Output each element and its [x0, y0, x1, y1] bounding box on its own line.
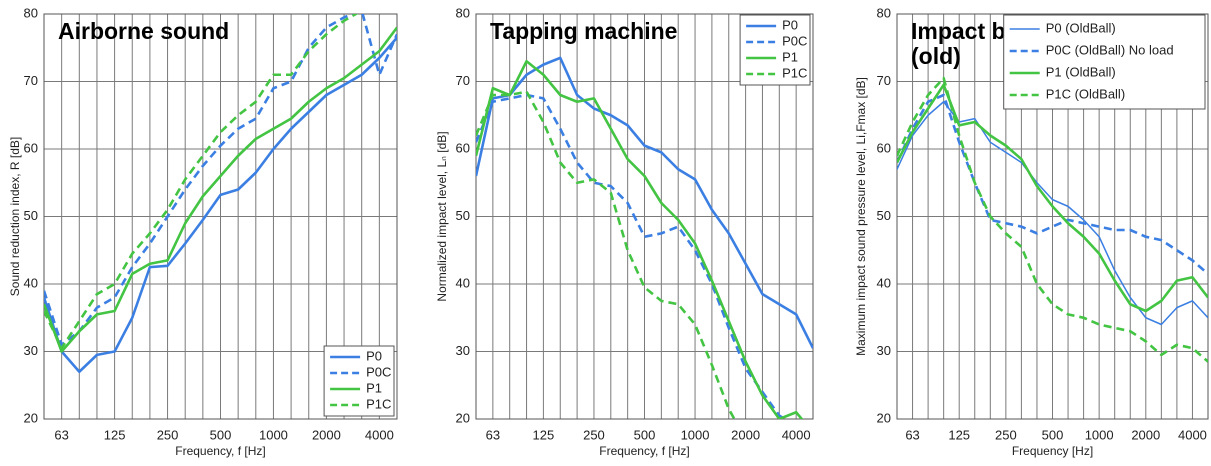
x-axis-label: Frequency, f [Hz] [599, 444, 689, 458]
data-line [897, 93, 1208, 275]
legend-label: P1 (OldBall) [1046, 64, 1116, 79]
y-tick-label: 60 [24, 140, 38, 155]
data-line [44, 36, 397, 374]
x-tick-label: 1000 [681, 427, 710, 442]
y-tick-label: 30 [456, 343, 470, 358]
plot-frame [43, 13, 398, 420]
x-tick-label: 2000 [731, 427, 760, 442]
y-tick-label: 40 [877, 275, 891, 290]
y-axis-label: Normalized impact level, Lₙ [dB] [435, 131, 449, 301]
x-tick-label: 500 [634, 427, 656, 442]
x-tick-label: 125 [948, 427, 970, 442]
data-line [476, 56, 813, 349]
y-tick-label: 50 [877, 208, 891, 223]
chart: 63 125 250 500 1000 2000 4000 20 30 40 50 60 70 80 Tap… [435, 5, 814, 458]
y-tick-label: 70 [456, 73, 470, 88]
x-tick-label: 125 [533, 427, 555, 442]
x-tick-label: 125 [104, 427, 126, 442]
x-tick-label: 2000 [312, 427, 341, 442]
x-tick-label: 250 [995, 427, 1017, 442]
plot-frame [475, 13, 814, 420]
x-tick-label: 63 [905, 427, 919, 442]
chart: 63 125 250 500 1000 2000 4000 20 30 40 50 60 70 80 Air… [8, 5, 398, 458]
x-tick-label: 4000 [782, 427, 811, 442]
x-tick-label: 63 [486, 427, 500, 442]
legend-box [1003, 14, 1206, 110]
legend-label: P0C [366, 364, 391, 379]
x-axis-label: Frequency, f [Hz] [175, 444, 265, 458]
y-tick-label: 60 [877, 140, 891, 155]
chart-title: Airborne sound [58, 18, 229, 44]
data-line [476, 59, 804, 419]
data-line [897, 101, 1208, 326]
legend-label: P1C [366, 396, 391, 411]
legend-label: P0C [782, 33, 807, 48]
chart-title: (old) [911, 43, 961, 69]
x-axis-label: Frequency [Hz] [1012, 444, 1093, 458]
data-line [44, 14, 397, 347]
y-tick-label: 40 [456, 275, 470, 290]
chart: 63 125 250 500 1000 2000 400020304050607080Imp… [854, 5, 1209, 458]
y-tick-label: 60 [456, 140, 470, 155]
legend-label: P1C (OldBall) [1046, 86, 1125, 101]
y-tick-label: 20 [877, 410, 891, 425]
y-tick-label: 50 [456, 208, 470, 223]
x-tick-label: 2000 [1131, 427, 1160, 442]
y-tick-label: 50 [24, 208, 38, 223]
x-tick-label: 500 [210, 427, 232, 442]
y-axis-label: Maximum impact sound pressure level, Li,… [854, 77, 868, 356]
y-tick-label: 70 [877, 73, 891, 88]
legend-label: P1C [782, 65, 807, 80]
x-tick-label: 250 [157, 427, 179, 442]
legend: P0 (OldBall) P0C (OldBall) No load P1 (Old… [1003, 14, 1206, 110]
y-tick-label: 80 [24, 5, 38, 20]
x-tick-label: 4000 [365, 427, 394, 442]
y-tick-label: 30 [24, 343, 38, 358]
y-tick-label: 20 [24, 410, 38, 425]
data-line [897, 83, 1208, 313]
legend-label: P1 [782, 49, 798, 64]
x-tick-label: 1000 [259, 427, 288, 442]
x-tick-label: 63 [54, 427, 68, 442]
y-tick-label: 40 [24, 275, 38, 290]
x-tick-label: 4000 [1178, 427, 1207, 442]
y-tick-label: 70 [24, 73, 38, 88]
x-tick-label: 500 [1042, 427, 1064, 442]
y-tick-label: 80 [877, 5, 891, 20]
data-line [897, 76, 1208, 363]
x-tick-label: 250 [583, 427, 605, 442]
data-line [44, 26, 397, 353]
y-tick-label: 80 [456, 5, 470, 20]
legend-label: P1 [366, 380, 382, 395]
legend-label: P0 [366, 348, 382, 363]
x-tick-label: 1000 [1085, 427, 1114, 442]
chart-title: Tapping machine [490, 18, 677, 44]
y-tick-label: 20 [456, 410, 470, 425]
plot-frame [896, 13, 1209, 420]
y-tick-label: 30 [877, 343, 891, 358]
legend-label: P0 [782, 17, 798, 32]
legend-label: P0 (OldBall) [1046, 20, 1116, 35]
legend-label: P0C (OldBall) No load [1046, 42, 1174, 57]
y-axis-label: Sound reduction index, R [dB] [8, 137, 22, 296]
